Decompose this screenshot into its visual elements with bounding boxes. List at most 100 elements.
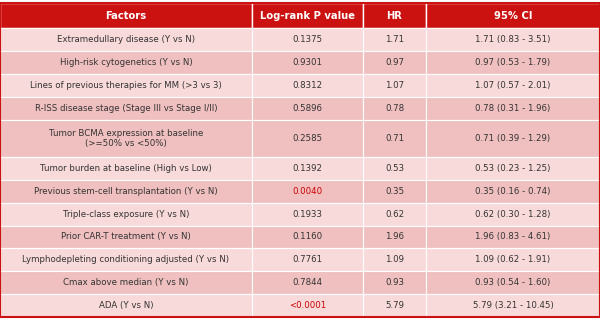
Text: 0.1160: 0.1160 bbox=[292, 232, 323, 242]
FancyBboxPatch shape bbox=[426, 294, 600, 317]
Text: 0.78 (0.31 - 1.96): 0.78 (0.31 - 1.96) bbox=[475, 104, 551, 113]
FancyBboxPatch shape bbox=[426, 51, 600, 74]
FancyBboxPatch shape bbox=[252, 74, 363, 97]
Text: 0.5896: 0.5896 bbox=[293, 104, 323, 113]
FancyBboxPatch shape bbox=[252, 271, 363, 294]
Text: 0.0040: 0.0040 bbox=[292, 187, 323, 196]
FancyBboxPatch shape bbox=[252, 248, 363, 271]
FancyBboxPatch shape bbox=[252, 294, 363, 317]
Text: 1.09 (0.62 - 1.91): 1.09 (0.62 - 1.91) bbox=[475, 255, 551, 264]
Text: 1.07 (0.57 - 2.01): 1.07 (0.57 - 2.01) bbox=[475, 81, 551, 90]
FancyBboxPatch shape bbox=[426, 74, 600, 97]
FancyBboxPatch shape bbox=[252, 97, 363, 119]
FancyBboxPatch shape bbox=[252, 3, 363, 28]
FancyBboxPatch shape bbox=[426, 28, 600, 51]
FancyBboxPatch shape bbox=[0, 119, 252, 157]
Text: Tumor burden at baseline (High vs Low): Tumor burden at baseline (High vs Low) bbox=[40, 164, 212, 173]
Text: 0.53 (0.23 - 1.25): 0.53 (0.23 - 1.25) bbox=[475, 164, 551, 173]
Text: 0.9301: 0.9301 bbox=[293, 58, 323, 67]
Text: 0.71 (0.39 - 1.29): 0.71 (0.39 - 1.29) bbox=[475, 134, 551, 143]
FancyBboxPatch shape bbox=[426, 97, 600, 119]
FancyBboxPatch shape bbox=[0, 294, 252, 317]
FancyBboxPatch shape bbox=[363, 248, 426, 271]
FancyBboxPatch shape bbox=[0, 3, 252, 28]
Text: 0.93: 0.93 bbox=[385, 278, 404, 287]
FancyBboxPatch shape bbox=[426, 271, 600, 294]
Text: 0.97 (0.53 - 1.79): 0.97 (0.53 - 1.79) bbox=[475, 58, 551, 67]
FancyBboxPatch shape bbox=[363, 119, 426, 157]
FancyBboxPatch shape bbox=[0, 51, 252, 74]
Text: 1.07: 1.07 bbox=[385, 81, 404, 90]
Text: 0.62: 0.62 bbox=[385, 210, 404, 219]
Text: 0.35 (0.16 - 0.74): 0.35 (0.16 - 0.74) bbox=[475, 187, 551, 196]
Text: Extramedullary disease (Y vs N): Extramedullary disease (Y vs N) bbox=[57, 35, 195, 44]
Text: 0.7761: 0.7761 bbox=[292, 255, 323, 264]
FancyBboxPatch shape bbox=[363, 294, 426, 317]
Text: 0.1933: 0.1933 bbox=[293, 210, 323, 219]
Text: 1.09: 1.09 bbox=[385, 255, 404, 264]
FancyBboxPatch shape bbox=[363, 51, 426, 74]
FancyBboxPatch shape bbox=[363, 203, 426, 226]
Text: 0.78: 0.78 bbox=[385, 104, 404, 113]
FancyBboxPatch shape bbox=[0, 74, 252, 97]
FancyBboxPatch shape bbox=[252, 180, 363, 203]
Text: 0.35: 0.35 bbox=[385, 187, 404, 196]
FancyBboxPatch shape bbox=[0, 271, 252, 294]
FancyBboxPatch shape bbox=[363, 97, 426, 119]
Text: 0.7844: 0.7844 bbox=[292, 278, 323, 287]
Text: Previous stem-cell transplantation (Y vs N): Previous stem-cell transplantation (Y vs… bbox=[34, 187, 218, 196]
Text: Tumor BCMA expression at baseline
(>=50% vs <50%): Tumor BCMA expression at baseline (>=50%… bbox=[49, 129, 203, 148]
FancyBboxPatch shape bbox=[426, 226, 600, 248]
FancyBboxPatch shape bbox=[426, 203, 600, 226]
Text: 5.79: 5.79 bbox=[385, 301, 404, 310]
Text: 1.71: 1.71 bbox=[385, 35, 404, 44]
FancyBboxPatch shape bbox=[426, 248, 600, 271]
FancyBboxPatch shape bbox=[252, 28, 363, 51]
Text: 0.2585: 0.2585 bbox=[292, 134, 323, 143]
Text: ADA (Y vs N): ADA (Y vs N) bbox=[99, 301, 153, 310]
Text: 0.1392: 0.1392 bbox=[293, 164, 323, 173]
Text: 0.62 (0.30 - 1.28): 0.62 (0.30 - 1.28) bbox=[475, 210, 551, 219]
Text: Triple-class exposure (Y vs N): Triple-class exposure (Y vs N) bbox=[63, 210, 189, 219]
Text: 0.71: 0.71 bbox=[385, 134, 404, 143]
FancyBboxPatch shape bbox=[252, 157, 363, 180]
Text: 5.79 (3.21 - 10.45): 5.79 (3.21 - 10.45) bbox=[473, 301, 553, 310]
FancyBboxPatch shape bbox=[252, 51, 363, 74]
Text: 1.71 (0.83 - 3.51): 1.71 (0.83 - 3.51) bbox=[475, 35, 551, 44]
FancyBboxPatch shape bbox=[0, 203, 252, 226]
Text: 1.96 (0.83 - 4.61): 1.96 (0.83 - 4.61) bbox=[475, 232, 551, 242]
Text: <0.0001: <0.0001 bbox=[289, 301, 326, 310]
FancyBboxPatch shape bbox=[252, 203, 363, 226]
FancyBboxPatch shape bbox=[363, 226, 426, 248]
Text: 95% CI: 95% CI bbox=[494, 11, 532, 21]
FancyBboxPatch shape bbox=[363, 180, 426, 203]
FancyBboxPatch shape bbox=[363, 28, 426, 51]
FancyBboxPatch shape bbox=[252, 226, 363, 248]
Text: Lines of previous therapies for MM (>3 vs 3): Lines of previous therapies for MM (>3 v… bbox=[30, 81, 222, 90]
FancyBboxPatch shape bbox=[426, 157, 600, 180]
Text: 1.96: 1.96 bbox=[385, 232, 404, 242]
FancyBboxPatch shape bbox=[363, 74, 426, 97]
Text: High-risk cytogenetics (Y vs N): High-risk cytogenetics (Y vs N) bbox=[59, 58, 193, 67]
Text: 0.97: 0.97 bbox=[385, 58, 404, 67]
FancyBboxPatch shape bbox=[0, 180, 252, 203]
FancyBboxPatch shape bbox=[426, 180, 600, 203]
FancyBboxPatch shape bbox=[252, 119, 363, 157]
Text: Cmax above median (Y vs N): Cmax above median (Y vs N) bbox=[64, 278, 188, 287]
FancyBboxPatch shape bbox=[0, 226, 252, 248]
Text: Prior CAR-T treatment (Y vs N): Prior CAR-T treatment (Y vs N) bbox=[61, 232, 191, 242]
Text: 0.53: 0.53 bbox=[385, 164, 404, 173]
FancyBboxPatch shape bbox=[363, 157, 426, 180]
Text: HR: HR bbox=[386, 11, 403, 21]
Text: 0.93 (0.54 - 1.60): 0.93 (0.54 - 1.60) bbox=[475, 278, 551, 287]
FancyBboxPatch shape bbox=[0, 248, 252, 271]
FancyBboxPatch shape bbox=[0, 97, 252, 119]
FancyBboxPatch shape bbox=[0, 28, 252, 51]
Text: 0.1375: 0.1375 bbox=[292, 35, 323, 44]
Text: R-ISS disease stage (Stage III vs Stage I/II): R-ISS disease stage (Stage III vs Stage … bbox=[35, 104, 217, 113]
Text: Factors: Factors bbox=[106, 11, 146, 21]
FancyBboxPatch shape bbox=[363, 271, 426, 294]
Text: Lymphodepleting conditioning adjusted (Y vs N): Lymphodepleting conditioning adjusted (Y… bbox=[23, 255, 229, 264]
FancyBboxPatch shape bbox=[363, 3, 426, 28]
FancyBboxPatch shape bbox=[426, 3, 600, 28]
